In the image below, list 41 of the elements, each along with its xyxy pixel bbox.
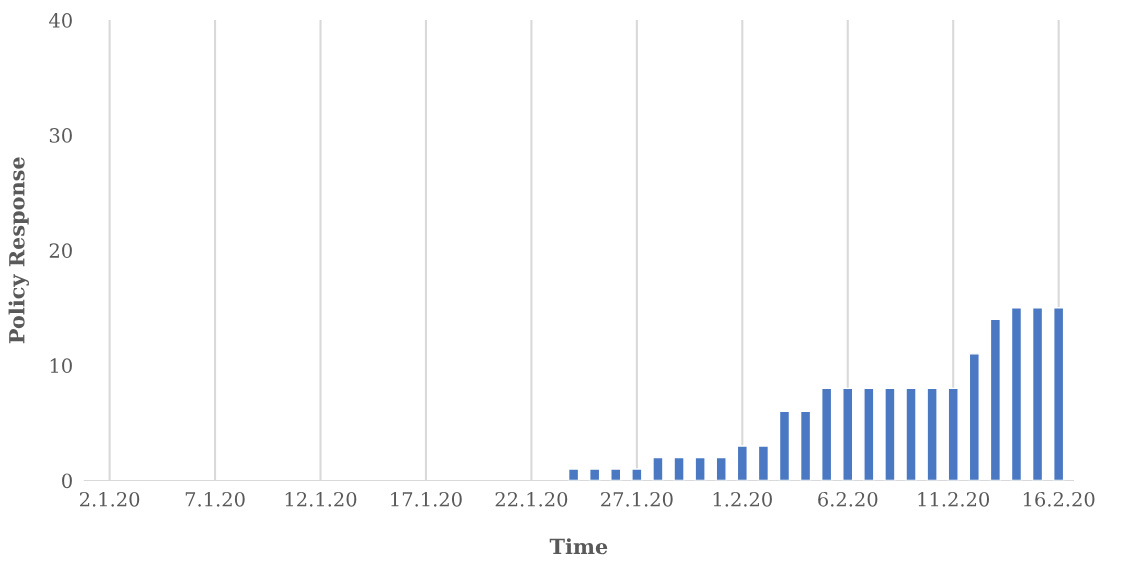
bar (821, 387, 833, 481)
bar (1053, 307, 1065, 481)
bar (989, 318, 1002, 481)
y-tick-label: 10 (50, 358, 72, 374)
y-tick-label: 20 (49, 243, 72, 258)
bar (884, 387, 896, 481)
x-tick-label: 22.1.20 (495, 491, 568, 507)
x-tick-label: 17.1.20 (391, 491, 462, 507)
y-tick-label: 40 (49, 12, 72, 28)
x-axis-title: Time (549, 538, 608, 555)
bar (631, 468, 643, 481)
bar (863, 387, 875, 481)
bar (778, 410, 791, 481)
bar (947, 387, 959, 481)
bar (799, 410, 812, 481)
bar (926, 387, 938, 481)
x-tick-label: 16.2.20 (1023, 491, 1095, 507)
bar (567, 468, 580, 481)
bar (673, 456, 685, 481)
x-tick-label: 11.2.20 (918, 491, 990, 507)
bar (610, 468, 622, 481)
bar (694, 456, 706, 481)
y-tick-label: 0 (62, 473, 72, 489)
bar (652, 456, 664, 481)
bar (736, 445, 748, 481)
bar (1010, 307, 1023, 481)
y-tick-label: 30 (49, 128, 72, 143)
bar (757, 445, 770, 481)
x-tick-label: 6.2.20 (818, 491, 878, 507)
x-tick-label: 1.2.20 (713, 491, 772, 507)
bar (589, 468, 601, 481)
x-tick-label: 7.1.20 (185, 491, 245, 507)
bar (842, 387, 854, 481)
x-tick-label: 12.1.20 (285, 491, 357, 507)
bar (905, 387, 917, 481)
x-tick-label: 27.1.20 (601, 491, 673, 507)
y-axis-title: Policy Response (8, 157, 29, 344)
bar (715, 456, 727, 481)
bar (968, 353, 980, 481)
x-tick-label: 2.1.20 (80, 491, 140, 507)
bar (1031, 307, 1044, 481)
